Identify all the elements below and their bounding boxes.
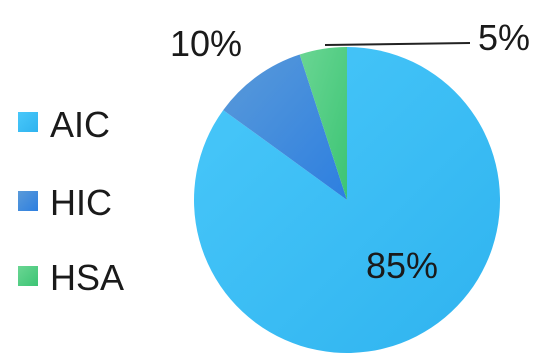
legend-label-hsa: HSA xyxy=(50,257,124,298)
legend-item-aic: AIC xyxy=(18,104,110,145)
legend-swatch-hic xyxy=(18,191,38,211)
legend-label-aic: AIC xyxy=(50,104,110,145)
legend-item-hsa: HSA xyxy=(18,257,124,298)
legend-swatch-aic xyxy=(18,112,38,132)
data-label-aic: 85% xyxy=(366,245,438,286)
pie-slice-hsa xyxy=(299,47,347,200)
pie-slices xyxy=(193,47,500,353)
data-label-hic: 10% xyxy=(170,23,242,64)
pie-slice-aic xyxy=(193,47,500,353)
leader-line xyxy=(324,42,471,46)
data-label-hsa: 5% xyxy=(478,17,530,58)
legend-label-hic: HIC xyxy=(50,182,112,223)
pie-slice-hic xyxy=(223,54,347,200)
legend-item-hic: HIC xyxy=(18,182,112,223)
legend-swatch-hsa xyxy=(18,266,38,286)
legend: AIC HIC HSA xyxy=(18,104,124,298)
